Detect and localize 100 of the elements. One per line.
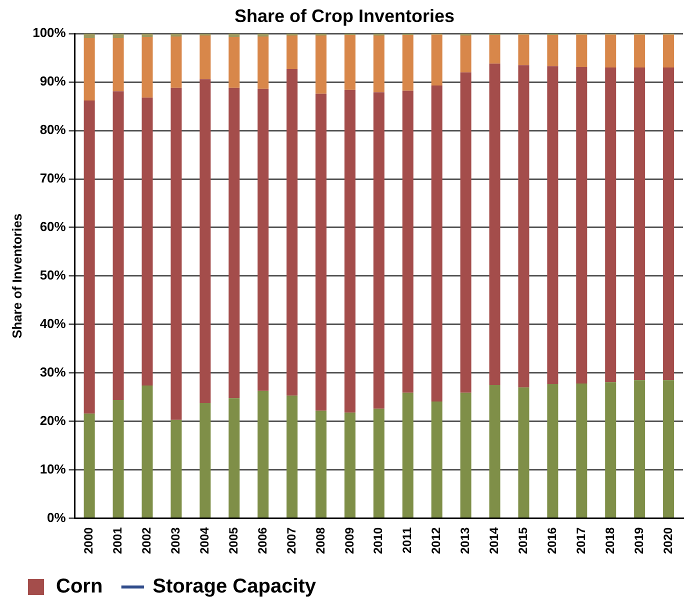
bar [373,408,384,518]
bar [112,38,124,92]
chart-title: Share of Crop Inventories [234,6,455,26]
bar [576,34,588,68]
x-tick-label: 2017 [574,526,588,554]
bar [112,91,124,400]
x-tick-label: 2001 [110,526,125,554]
bar [258,390,269,518]
y-axis-title: Share of Inventories [9,213,24,338]
bar [373,92,384,409]
bar [84,38,95,100]
x-tick-label: 2010 [371,526,386,554]
bar [402,35,414,91]
bar [200,36,211,80]
bar [142,98,153,386]
y-tick-label: 80% [40,122,66,138]
bar [228,88,240,398]
bar [373,36,384,92]
bar [518,34,530,66]
bar [344,90,356,413]
bar [634,34,646,68]
bar [228,398,240,518]
bar [258,88,269,391]
bar [489,64,500,386]
bar [84,414,95,518]
legend-label: Storage Capacity [152,576,317,598]
bar [142,34,153,37]
y-tick-label: 40% [40,316,66,331]
bar [258,36,269,89]
y-tick-label: 90% [40,74,66,89]
x-tick-label: 2000 [82,526,96,554]
x-tick-label: 2006 [255,526,270,554]
y-tick-label: 10% [40,461,66,476]
x-tick-label: 2014 [487,526,502,554]
bar [605,382,616,518]
bar [605,34,616,68]
x-tick-label: 2012 [429,526,444,554]
bar [84,34,95,38]
bar [576,384,588,518]
bar [84,100,95,414]
x-tick-label: 2019 [632,526,646,554]
bar [431,34,442,86]
y-tick-label: 50% [40,268,66,283]
x-tick-label: 2002 [140,526,154,554]
x-tick-label: 2011 [400,526,414,554]
x-tick-label: 2020 [660,526,675,554]
y-tick-label: 30% [40,364,66,380]
x-tick-label: 2008 [313,526,328,554]
bar [142,385,153,518]
bar [518,387,530,518]
bar [547,35,558,66]
bar [605,68,616,382]
x-tick-label: 2015 [516,526,530,554]
bar [316,36,327,94]
bar [344,35,356,90]
bar [663,380,674,518]
x-tick-label: 2016 [544,526,559,554]
bar [170,420,182,518]
bar [547,66,558,384]
x-tick-label: 2009 [342,526,356,554]
bar [170,36,182,88]
bar [316,94,327,411]
bar [663,68,674,380]
legend-label: Corn [56,576,103,598]
bar [402,392,414,518]
x-tick-label: 2005 [226,526,240,554]
bar [286,36,298,69]
bar [489,385,500,518]
bar [286,68,298,396]
bar [200,402,211,518]
bar [142,36,153,98]
x-tick-label: 2004 [197,526,212,554]
bar [344,412,356,518]
y-tick-label: 100% [32,25,66,40]
bar [286,396,298,518]
bar [489,35,500,64]
bar [112,400,124,518]
bar [634,380,646,518]
y-tick-label: 70% [40,170,66,186]
bar [547,384,558,518]
bar [663,34,674,68]
bar [200,79,211,403]
bar [402,90,414,393]
bar [460,36,472,72]
bar [460,72,472,393]
bar [460,392,472,518]
bar [431,401,442,518]
x-tick-label: 2013 [458,526,472,554]
x-tick-label: 2003 [168,526,183,554]
bar [112,34,124,38]
bar [634,68,646,380]
y-tick-label: 60% [40,219,66,234]
y-tick-label: 0% [47,510,66,525]
bar [431,85,442,402]
bar [228,36,240,88]
x-tick-label: 2018 [602,526,617,554]
bar [316,410,327,518]
bar [576,67,588,384]
y-tick-label: 20% [40,412,66,428]
x-tick-label: 2007 [284,526,298,554]
